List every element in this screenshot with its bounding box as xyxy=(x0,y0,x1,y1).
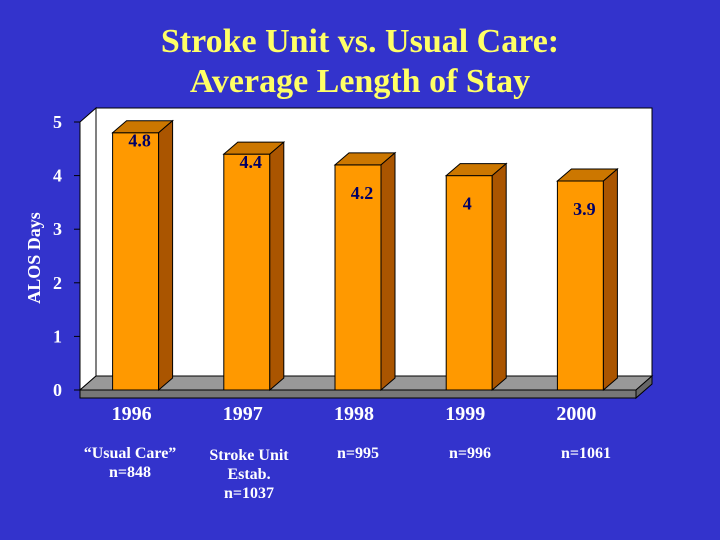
plot-floor-side xyxy=(635,374,653,400)
bar-front xyxy=(445,175,493,391)
bar-data-label: 4.8 xyxy=(128,131,151,151)
category-note-line: Stroke Unit xyxy=(209,447,289,464)
category-note: Stroke Unit Estab. n=1037 xyxy=(189,446,309,503)
bar-1997 xyxy=(222,141,286,392)
bar-1996 xyxy=(111,119,174,392)
x-tick-label: 2000 xyxy=(556,403,596,425)
bar-side xyxy=(491,162,507,392)
y-tick-label: 1 xyxy=(53,326,62,346)
bar-2000 xyxy=(556,167,619,392)
bar-side xyxy=(269,141,285,392)
x-tick-label: 1999 xyxy=(445,403,485,425)
y-tick-label: 3 xyxy=(53,219,62,239)
chart-title: Stroke Unit vs. Usual Care: Average Leng… xyxy=(0,22,720,102)
bar-data-label: 3.9 xyxy=(573,199,596,219)
bar-data-label: 4.4 xyxy=(240,152,263,172)
y-axis-label: ALOS Days xyxy=(24,212,44,304)
plot-floor-front xyxy=(79,389,637,399)
y-tick-label: 0 xyxy=(53,380,62,400)
plot-side-wall xyxy=(79,106,97,392)
category-note: “Usual Care” n=848 xyxy=(70,444,190,482)
category-note-line: n=1061 xyxy=(560,445,611,462)
x-tick-label: 1997 xyxy=(223,403,263,425)
y-tick-label: 2 xyxy=(53,273,62,293)
chart-title-line-2: Average Length of Stay xyxy=(189,63,531,100)
y-tick-label: 5 xyxy=(53,112,62,132)
category-note-line: n=995 xyxy=(336,445,379,462)
bar-1999 xyxy=(444,162,508,392)
category-note-line: Estab. xyxy=(227,466,271,483)
x-tick-label: 1998 xyxy=(334,403,374,425)
category-note: n=1061 xyxy=(526,444,646,463)
category-note: n=995 xyxy=(298,444,418,463)
bar-1998 xyxy=(333,151,397,392)
bar-front xyxy=(223,153,271,391)
category-note-line: n=996 xyxy=(448,445,491,462)
category-note-line: n=848 xyxy=(108,464,151,481)
chart-title-line-1: Stroke Unit vs. Usual Care: xyxy=(160,23,560,60)
x-tick-label: 1996 xyxy=(112,403,152,425)
category-note-line: n=1037 xyxy=(223,485,274,502)
bar-front xyxy=(112,132,160,391)
bar-side xyxy=(158,119,174,392)
bar-data-label: 4.2 xyxy=(351,183,374,203)
category-note-line: “Usual Care” xyxy=(83,445,177,462)
bar-side xyxy=(380,151,396,392)
bar-side xyxy=(602,167,618,392)
y-tick-label: 4 xyxy=(53,166,62,186)
bar-data-label: 4 xyxy=(463,194,472,214)
bar-front xyxy=(334,164,382,391)
category-note: n=996 xyxy=(410,444,530,463)
